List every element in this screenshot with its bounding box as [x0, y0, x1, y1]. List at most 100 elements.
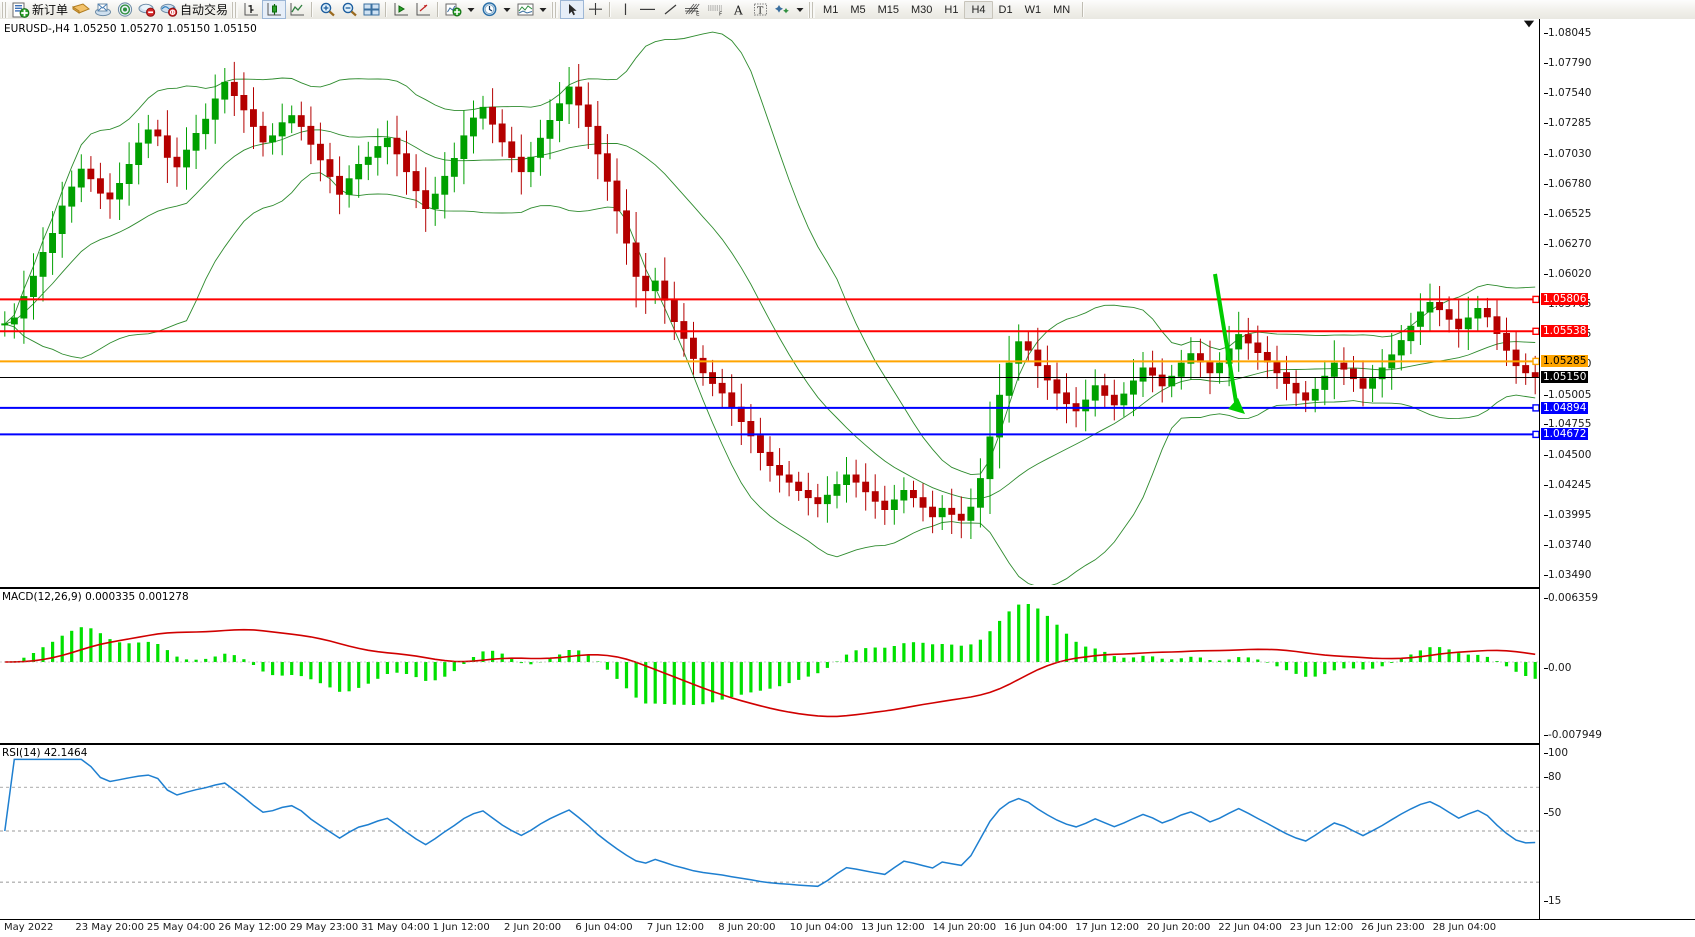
- rsi-panel[interactable]: [0, 746, 1540, 916]
- macd-bar: [730, 662, 733, 697]
- candle-body: [1255, 343, 1261, 353]
- toolbar-grip-3[interactable]: [551, 2, 558, 18]
- macd-tick: 0.00: [1548, 662, 1571, 674]
- horizontal-line-button[interactable]: [636, 1, 659, 18]
- fibonacci-button[interactable]: E: [681, 1, 704, 18]
- template-icon: [72, 2, 90, 17]
- arrow-head: [1228, 398, 1245, 414]
- macd-bar: [1534, 662, 1537, 679]
- candle-body: [1006, 363, 1012, 395]
- candle-body: [1083, 400, 1089, 411]
- timeframe-m1[interactable]: M1: [817, 2, 844, 18]
- macd-bar: [185, 659, 188, 662]
- macd-bar: [424, 662, 427, 681]
- zoom-out-button[interactable]: [338, 1, 360, 18]
- crosshair-button[interactable]: [584, 1, 606, 18]
- indicators-button[interactable]: [442, 1, 464, 18]
- toolbar-grip-2[interactable]: [231, 2, 238, 18]
- chart-shift-button[interactable]: [390, 1, 412, 18]
- price-chart-panel[interactable]: [0, 19, 1540, 585]
- timeframe-h1[interactable]: H1: [938, 2, 964, 18]
- candle-body: [911, 491, 917, 498]
- candle-body: [356, 165, 362, 179]
- mail-button[interactable]: [92, 1, 114, 18]
- auto-trading-button[interactable]: 自动交易: [158, 1, 230, 18]
- bar-chart-button[interactable]: [240, 1, 262, 18]
- candle-body: [193, 134, 199, 151]
- time-tick: 22 Jun 04:00: [1218, 922, 1282, 933]
- timeframe-mn[interactable]: MN: [1047, 2, 1076, 18]
- timeframe-m5[interactable]: M5: [844, 2, 871, 18]
- macd-bar: [214, 657, 217, 663]
- indicators-dropdown[interactable]: [464, 1, 478, 18]
- text-button[interactable]: A: [727, 1, 749, 18]
- templates-button[interactable]: [514, 1, 536, 18]
- time-tick: 23 Jun 12:00: [1290, 922, 1354, 933]
- price-levels[interactable]: [0, 296, 1540, 437]
- rsi-panel-divider: [0, 743, 1695, 745]
- channel-button[interactable]: F: [704, 1, 727, 18]
- macd-bar: [137, 643, 140, 663]
- candle-body: [1016, 342, 1022, 363]
- news-button[interactable]: [114, 1, 136, 18]
- line-chart-button[interactable]: [286, 1, 308, 18]
- macd-bar: [290, 662, 293, 675]
- timeframe-m15[interactable]: M15: [872, 2, 905, 18]
- auto-scroll-button[interactable]: [412, 1, 434, 18]
- price-tag-resistance-1[interactable]: 1.05806: [1541, 293, 1588, 305]
- price-tag-support-2[interactable]: 1.04672: [1541, 428, 1588, 440]
- zoom-in-button[interactable]: [316, 1, 338, 18]
- candle-body: [11, 318, 17, 324]
- timeframe-m30[interactable]: M30: [905, 2, 938, 18]
- objects-button[interactable]: [771, 1, 793, 18]
- vertical-line-button[interactable]: [614, 1, 636, 18]
- macd-panel[interactable]: [0, 590, 1540, 734]
- chart-area[interactable]: EURUSD-,H4 1.05250 1.05270 1.05150 1.051…: [0, 19, 1695, 936]
- price-tag-pivot-level[interactable]: 1.05285: [1541, 355, 1588, 367]
- timeframe-d1[interactable]: D1: [993, 2, 1019, 18]
- trendline-icon: [662, 2, 679, 17]
- macd-bar: [950, 645, 953, 662]
- text-icon: A: [731, 2, 746, 17]
- candle-body: [1523, 366, 1529, 373]
- template-button[interactable]: [70, 1, 92, 18]
- time-tick: 20 Jun 20:00: [1147, 922, 1211, 933]
- tile-windows-button[interactable]: [360, 1, 382, 18]
- candle-body: [184, 150, 190, 167]
- text-label-button[interactable]: T: [749, 1, 771, 18]
- macd-bar: [1505, 662, 1508, 666]
- templates-dropdown[interactable]: [536, 1, 550, 18]
- trendline-button[interactable]: [659, 1, 681, 18]
- macd-bar: [1381, 662, 1384, 666]
- timeframe-w1[interactable]: W1: [1019, 2, 1048, 18]
- macd-bar: [395, 662, 398, 673]
- price-tag-support-1[interactable]: 1.04894: [1541, 402, 1588, 414]
- macd-bar: [319, 662, 322, 683]
- candle-body: [1092, 386, 1098, 400]
- macd-bar: [1237, 657, 1240, 662]
- toolbar-grip-1[interactable]: [1, 2, 8, 18]
- toolbar-grip-4[interactable]: [808, 2, 815, 18]
- periods-dropdown[interactable]: [500, 1, 514, 18]
- macd-tick: 0.006359: [1548, 592, 1598, 604]
- candle-body: [662, 281, 668, 300]
- price-tag-resistance-2[interactable]: 1.05538: [1541, 325, 1588, 337]
- macd-bar: [348, 662, 351, 691]
- time-tick: 26 Jun 23:00: [1361, 922, 1425, 933]
- chart-scroll-marker-icon[interactable]: [1523, 18, 1535, 30]
- candle-chart-button[interactable]: [262, 0, 286, 19]
- macd-bar: [367, 662, 370, 684]
- periods-button[interactable]: [478, 1, 500, 18]
- new-order-button[interactable]: 新订单: [10, 1, 70, 18]
- price-tick: 1.04245: [1548, 479, 1591, 491]
- timeframe-h4[interactable]: H4: [964, 1, 992, 19]
- candle-body: [126, 165, 132, 184]
- macd-bar: [204, 659, 207, 662]
- cursor-button[interactable]: [560, 0, 584, 19]
- alerts-button[interactable]: [136, 1, 158, 18]
- objects-dropdown[interactable]: [793, 1, 807, 18]
- price-tick: 1.07540: [1548, 87, 1591, 99]
- price-tag-current-price[interactable]: 1.05150: [1541, 371, 1588, 383]
